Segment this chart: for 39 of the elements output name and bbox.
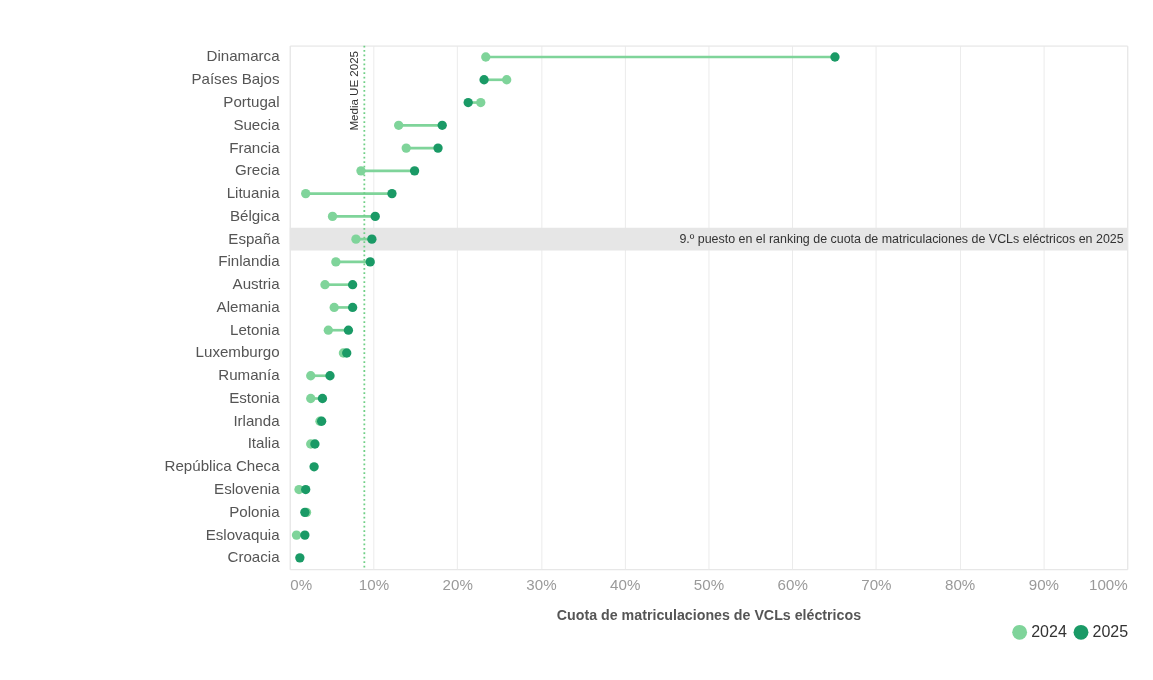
legend-label: 2025 xyxy=(1092,622,1129,640)
y-tick-label: Eslovenia xyxy=(214,480,281,498)
x-tick-label: 10% xyxy=(358,576,390,594)
y-tick-label: Croacia xyxy=(227,548,281,566)
y-tick-label: Luxemburgo xyxy=(195,343,280,361)
y-tick-label: Lituania xyxy=(226,184,281,202)
y-tick-label: República Checa xyxy=(164,457,281,475)
y-tick-label: Bélgica xyxy=(230,206,281,224)
y-tick-label: Eslovaquia xyxy=(205,525,281,543)
y-tick-label: Austria xyxy=(232,275,281,293)
y-tick-label: Irlanda xyxy=(233,411,281,429)
y-tick-label: Alemania xyxy=(216,297,281,315)
x-tick-label: 60% xyxy=(777,576,808,594)
y-tick-label: Italia xyxy=(247,434,281,452)
x-tick-label: 90% xyxy=(1028,576,1060,594)
y-tick-label: España xyxy=(228,229,281,247)
y-tick-label: Grecia xyxy=(235,161,281,179)
x-tick-label: 80% xyxy=(945,576,976,594)
y-tick-label: Portugal xyxy=(223,93,280,110)
y-tick-label: Finlandia xyxy=(218,252,281,270)
x-tick-label: 0% xyxy=(290,576,313,594)
x-tick-label: 100% xyxy=(1089,576,1128,594)
x-tick-label: 20% xyxy=(442,576,473,594)
x-axis-title: Cuota de matriculaciones de VCLs eléctricos xyxy=(556,607,862,624)
x-tick-label: 40% xyxy=(610,576,641,594)
band-label: 9.º puesto en el ranking de cuota de matriculaciones de VCLs eléctricos en 2025 xyxy=(679,231,1124,246)
y-tick-label: Dinamarca xyxy=(206,47,281,65)
y-tick-label: Letonia xyxy=(230,320,281,338)
y-tick-label: Suecia xyxy=(233,115,281,133)
y-tick-label: Francia xyxy=(229,138,281,156)
x-tick-label: 30% xyxy=(526,576,557,594)
ref-line-label: Media UE 2025 xyxy=(348,50,361,131)
y-tick-label: Países Bajos xyxy=(191,70,281,88)
x-tick-label: 50% xyxy=(693,576,725,594)
x-tick-label: 70% xyxy=(861,576,892,594)
y-tick-label: Rumanía xyxy=(218,366,281,384)
y-tick-label: Estonia xyxy=(229,388,281,406)
y-tick-label: Polonia xyxy=(229,502,281,520)
legend-label: 2024 xyxy=(1031,622,1067,640)
